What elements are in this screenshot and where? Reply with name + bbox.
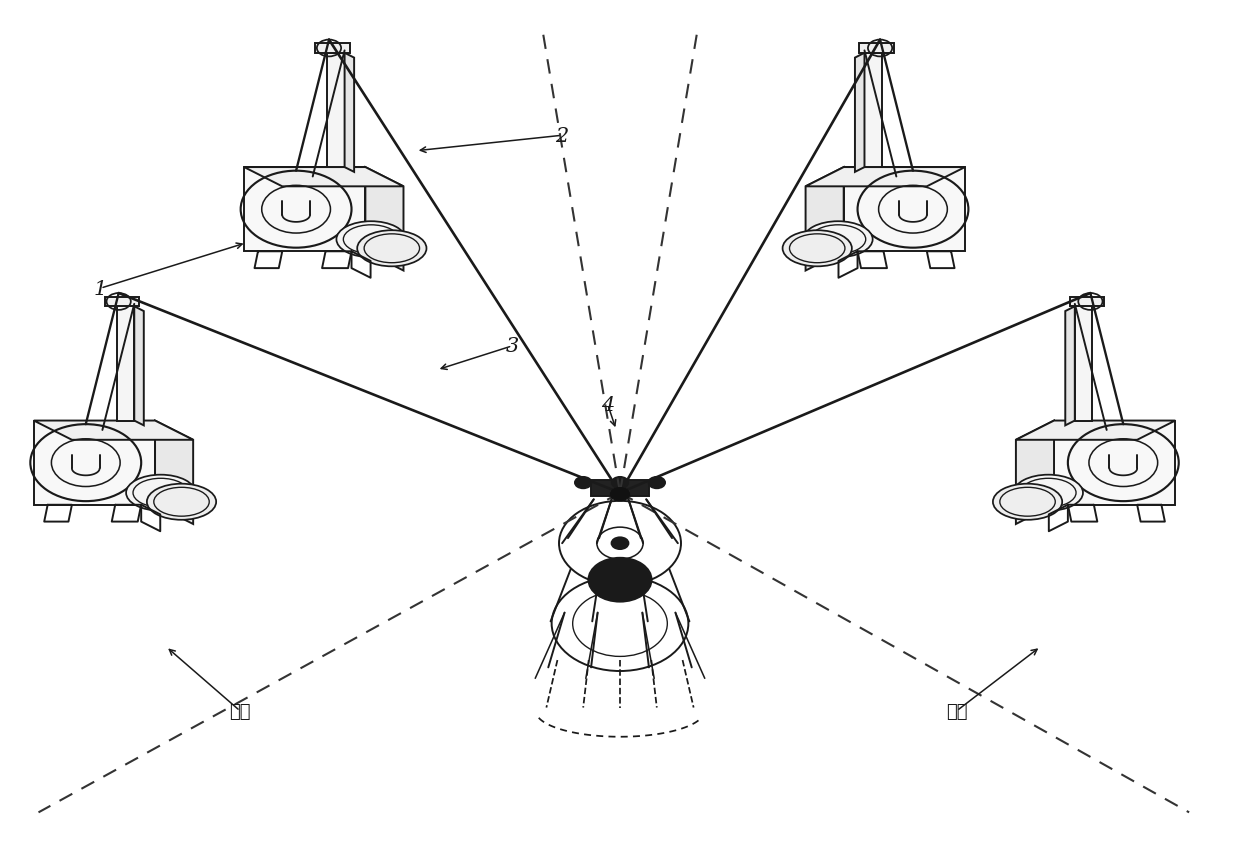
Text: 3: 3 bbox=[506, 337, 520, 356]
Ellipse shape bbox=[146, 484, 216, 520]
Polygon shape bbox=[864, 53, 882, 168]
Polygon shape bbox=[806, 168, 965, 187]
Text: 2: 2 bbox=[556, 127, 568, 146]
Circle shape bbox=[575, 477, 591, 489]
Polygon shape bbox=[155, 421, 193, 524]
Ellipse shape bbox=[993, 484, 1063, 520]
Polygon shape bbox=[244, 168, 403, 187]
Ellipse shape bbox=[336, 222, 405, 258]
Polygon shape bbox=[366, 168, 403, 271]
Polygon shape bbox=[105, 297, 139, 307]
Polygon shape bbox=[327, 53, 345, 168]
Polygon shape bbox=[345, 53, 355, 173]
Polygon shape bbox=[117, 307, 134, 421]
Text: 4: 4 bbox=[601, 395, 614, 414]
Ellipse shape bbox=[357, 231, 427, 267]
Polygon shape bbox=[1070, 297, 1105, 307]
Polygon shape bbox=[1016, 421, 1054, 524]
Polygon shape bbox=[315, 44, 350, 53]
Polygon shape bbox=[1016, 421, 1176, 440]
Circle shape bbox=[614, 576, 626, 585]
Polygon shape bbox=[1075, 307, 1092, 421]
Text: 堆岸: 堆岸 bbox=[229, 703, 250, 720]
Circle shape bbox=[649, 477, 665, 489]
Polygon shape bbox=[843, 168, 965, 252]
Polygon shape bbox=[33, 421, 193, 440]
Bar bbox=[590, 480, 650, 496]
Polygon shape bbox=[244, 168, 366, 252]
Polygon shape bbox=[1054, 421, 1176, 505]
Ellipse shape bbox=[126, 475, 196, 511]
Polygon shape bbox=[854, 53, 864, 173]
Polygon shape bbox=[806, 168, 843, 271]
Circle shape bbox=[611, 477, 629, 489]
Circle shape bbox=[611, 538, 629, 549]
Ellipse shape bbox=[1013, 475, 1083, 511]
Ellipse shape bbox=[804, 222, 873, 258]
Polygon shape bbox=[134, 307, 144, 426]
Polygon shape bbox=[33, 421, 155, 505]
Polygon shape bbox=[859, 44, 894, 53]
Text: 堆岸: 堆岸 bbox=[946, 703, 967, 720]
Circle shape bbox=[610, 488, 630, 501]
Text: 1: 1 bbox=[94, 280, 107, 299]
Ellipse shape bbox=[782, 231, 852, 267]
Polygon shape bbox=[1065, 307, 1075, 426]
Circle shape bbox=[589, 558, 651, 602]
